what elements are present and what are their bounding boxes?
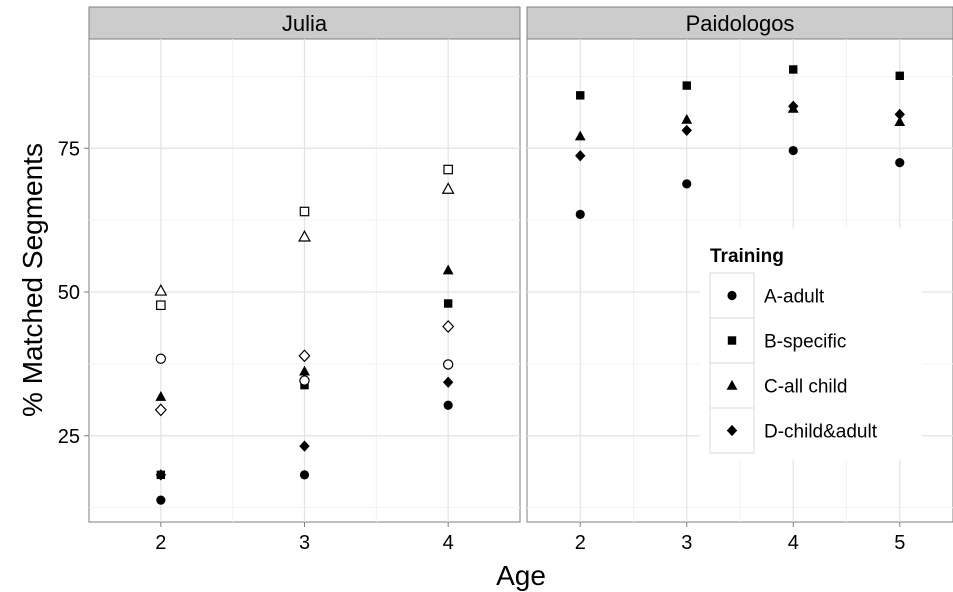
legend-title: Training [710, 246, 784, 267]
data-point [789, 65, 798, 74]
data-point [681, 113, 693, 124]
data-point [299, 375, 310, 386]
x-tick-label: 4 [443, 532, 454, 554]
x-tick-label: 2 [155, 532, 166, 554]
x-axis-title: Age [496, 560, 546, 591]
data-point [298, 349, 311, 363]
data-point [443, 299, 453, 308]
data-point [788, 100, 799, 112]
data-point [154, 403, 167, 417]
data-point [155, 469, 167, 481]
legend-label: C-all child [764, 377, 847, 398]
x-tick-label: 5 [894, 532, 905, 554]
x-tick-label: 2 [575, 532, 586, 554]
data-point [442, 264, 454, 275]
data-point [895, 71, 904, 80]
data-point [894, 108, 905, 120]
y-tick-label: 50 [58, 282, 80, 304]
data-point [443, 164, 453, 175]
panel-julia: Julia [88, 6, 521, 523]
x-tick-label: 3 [299, 532, 310, 554]
data-point [894, 116, 906, 126]
legend: Training A-adult B-specific C-all child D-ch… [700, 228, 922, 460]
legend-marker [726, 379, 738, 390]
panel-strip-label: Julia [282, 11, 328, 36]
data-point [575, 209, 585, 219]
data-point [575, 150, 586, 162]
data-point [682, 179, 692, 189]
y-axis-title: % Matched Segments [17, 143, 48, 417]
data-point [788, 145, 798, 156]
legend-label: A-adult [764, 287, 825, 308]
legend-label: B-specific [764, 332, 846, 353]
data-point [442, 376, 454, 388]
x-axis: 2 3 4 2 3 4 5 [155, 522, 905, 554]
data-point [682, 81, 691, 90]
x-tick-label: 4 [788, 532, 799, 554]
data-point [299, 365, 310, 376]
data-point [576, 91, 585, 100]
data-point [299, 470, 310, 480]
data-point [442, 320, 455, 333]
data-point [299, 206, 310, 217]
legend-marker [726, 424, 738, 437]
data-point [155, 353, 167, 364]
data-point [154, 284, 168, 296]
data-point [299, 440, 310, 452]
data-point [574, 130, 586, 141]
data-point [156, 300, 166, 311]
data-point [442, 359, 454, 370]
legend-marker [727, 290, 737, 301]
y-tick-label: 75 [58, 138, 80, 160]
data-point [443, 400, 453, 410]
data-point [895, 158, 905, 168]
x-tick-label: 3 [681, 532, 692, 554]
strip-background [526, 6, 953, 40]
data-point [155, 391, 167, 401]
data-point [681, 124, 692, 137]
data-point [441, 182, 455, 194]
legend-label: D-child&adult [764, 422, 878, 443]
legend-marker [727, 336, 737, 345]
strip-background [88, 6, 521, 40]
y-axis: 25 50 75 [58, 138, 89, 448]
panel-strip-label: Paidologos [686, 11, 795, 36]
data-point [298, 229, 311, 242]
y-tick-label: 25 [58, 426, 80, 448]
data-point [156, 495, 166, 505]
